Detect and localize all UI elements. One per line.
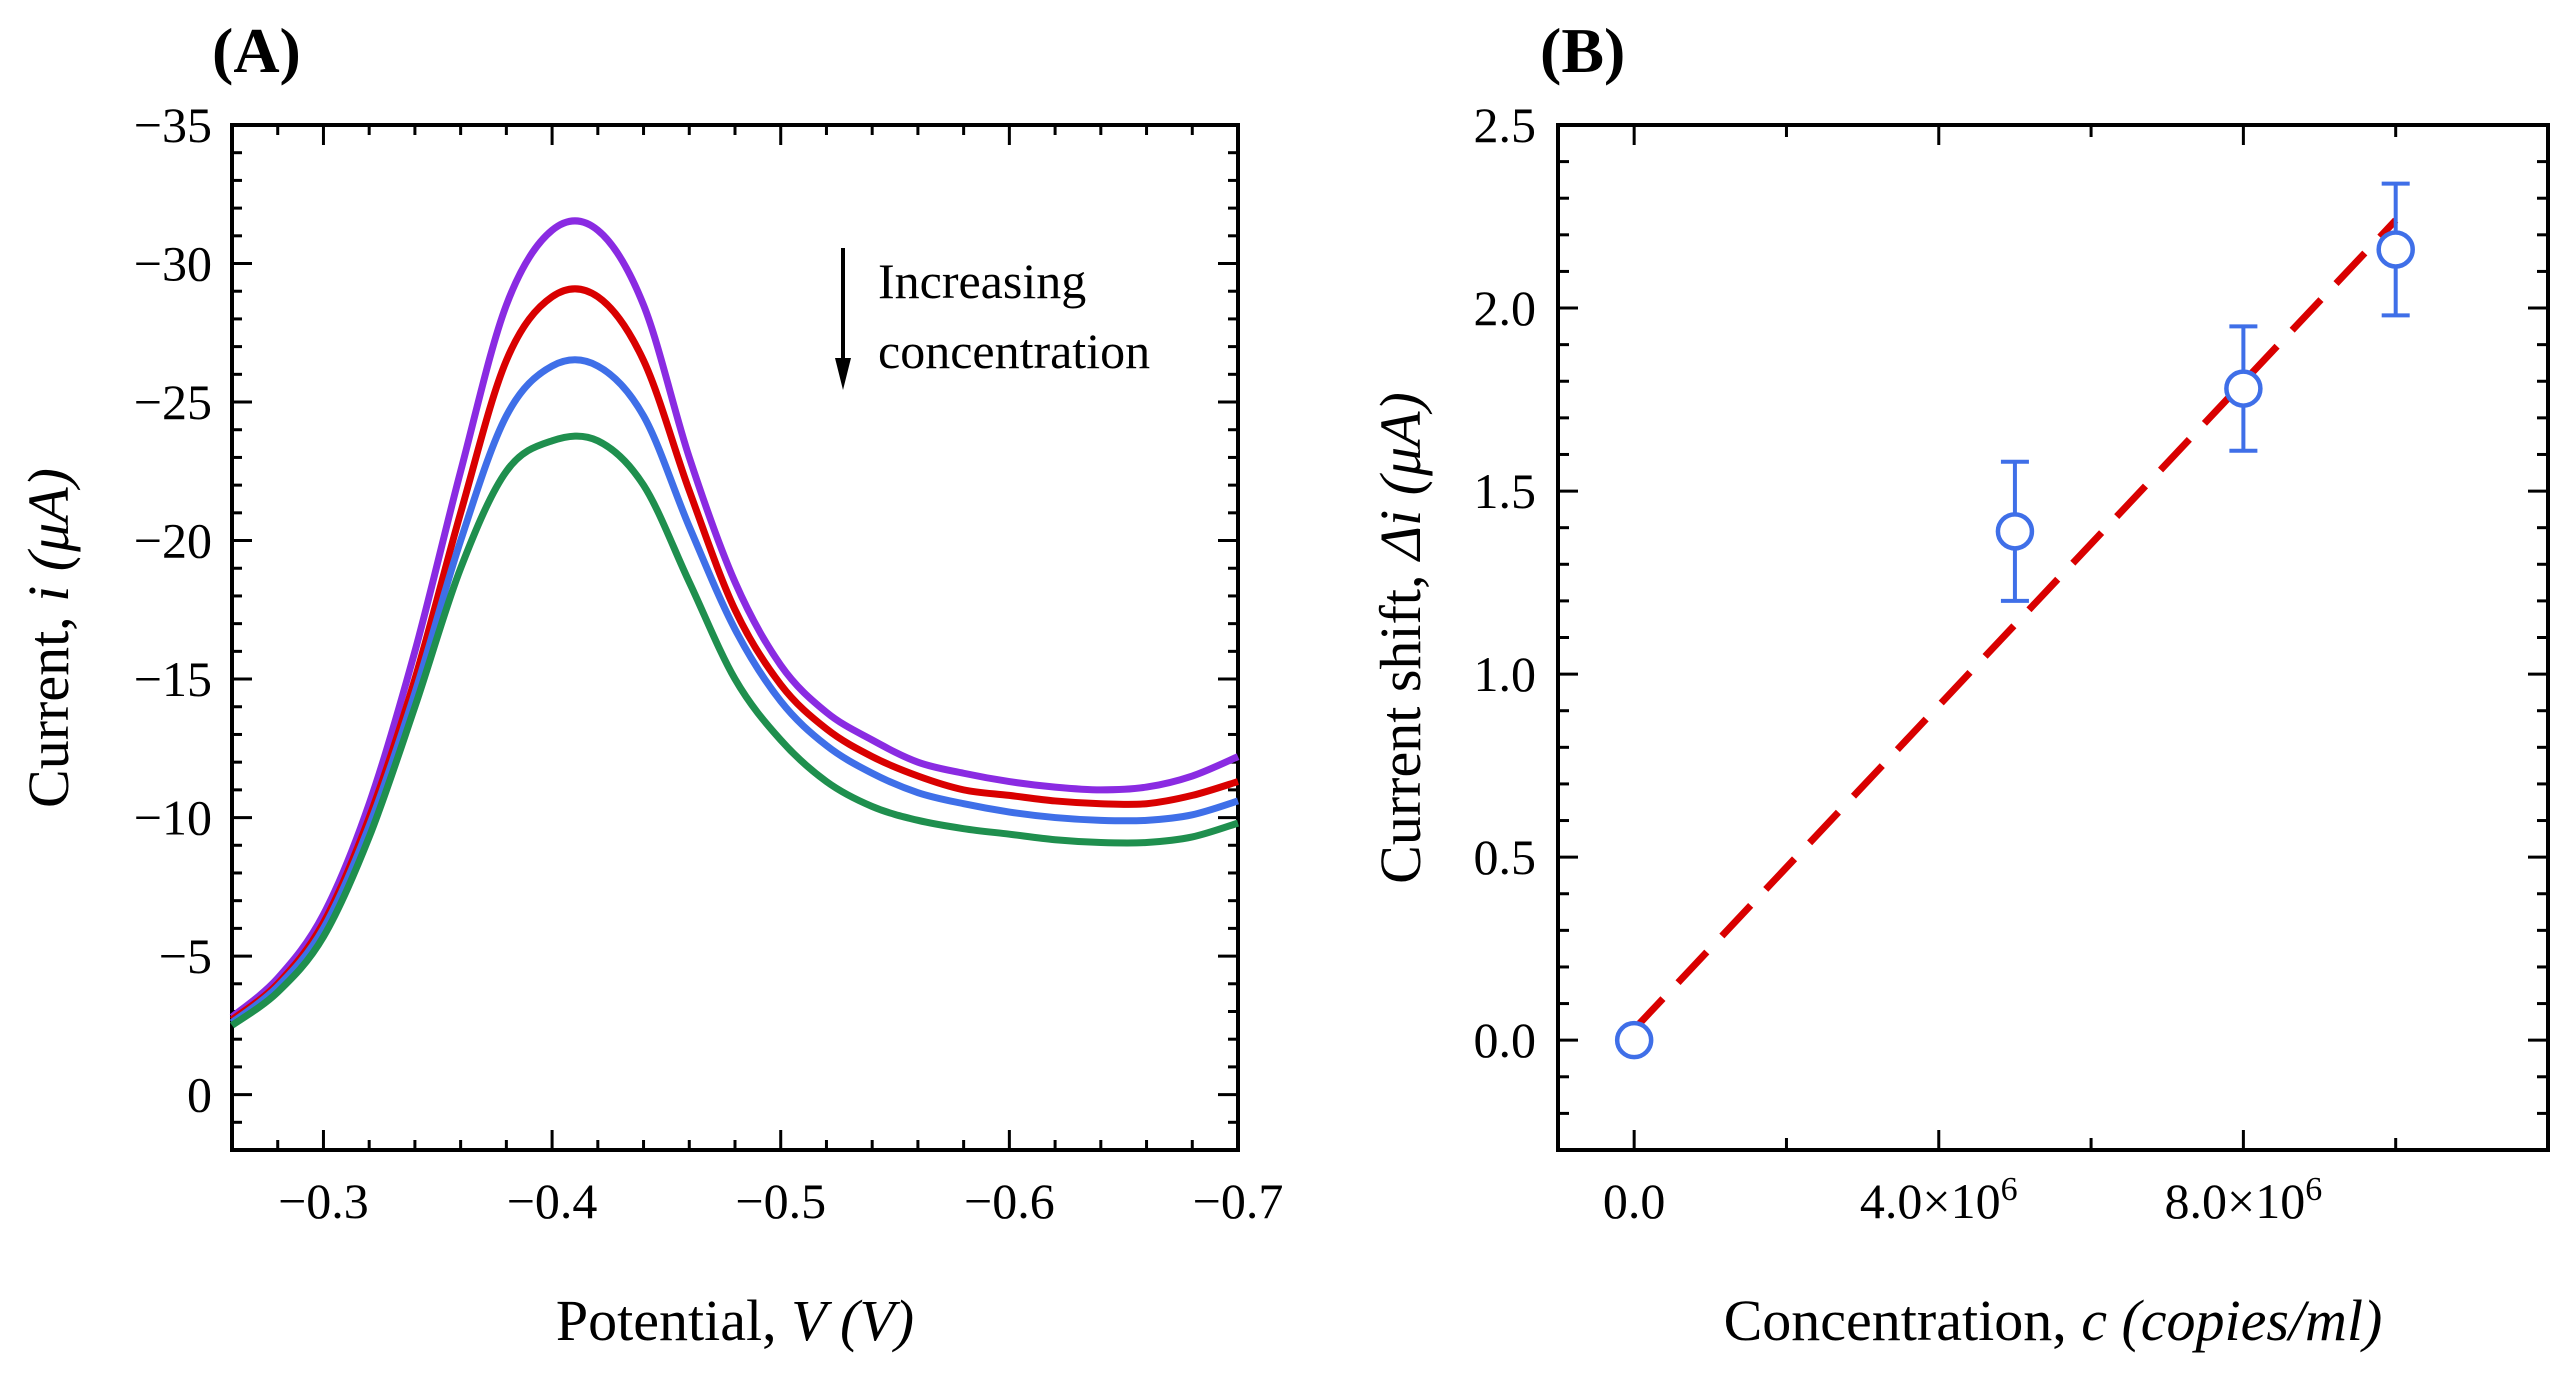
panel-b-x-tick-label: 4.0×106 xyxy=(1860,1171,2018,1230)
panel-b-data-point xyxy=(1614,1020,1654,1060)
panel-a-y-tick-label: −35 xyxy=(134,97,212,153)
panel-a-annotation: Increasing concentration xyxy=(835,248,1150,390)
panel-a-label: (A) xyxy=(212,15,301,86)
panel-b-data-point xyxy=(1995,512,2035,551)
panel-a-y-tick-label: −20 xyxy=(134,513,212,569)
panel-a-annotation-line1: Increasing xyxy=(878,253,1086,309)
panel-a-arrow-head xyxy=(835,358,851,390)
panel-a-plot-frame xyxy=(230,123,1240,1152)
panel-b-data-point xyxy=(2224,369,2263,408)
panel-b-y-tick-label: 1.0 xyxy=(1474,646,1537,702)
panel-b-y-tick-label: 0.5 xyxy=(1474,829,1537,885)
panel-b-chart: (B) 0.0 4.0×106 8.0×1060.00.51.01.52.02.5 … xyxy=(1368,15,2550,1353)
panel-a-y-tick-label: −10 xyxy=(134,790,212,846)
panel-b-y-tick-label: 0.0 xyxy=(1474,1012,1537,1068)
panel-a-y-tick-label: −30 xyxy=(134,236,212,292)
panel-b-y-tick-label: 2.5 xyxy=(1474,97,1537,153)
panel-a-x-tick-label: −0.6 xyxy=(964,1173,1055,1229)
panel-b-y-axis-title: Current shift, Δi (μA) xyxy=(1368,392,1433,884)
panel-a-series-red-line xyxy=(229,285,1240,1023)
panel-a-y-tick-label: −15 xyxy=(134,651,212,707)
panel-b-data-point xyxy=(2376,230,2415,269)
panel-a-x-tick-label: −0.3 xyxy=(278,1173,369,1229)
panel-a-x-axis-title: Potential, V (V) xyxy=(556,1288,914,1353)
panel-a-x-tick-label: −0.7 xyxy=(1193,1173,1284,1229)
panel-b-label: (B) xyxy=(1540,15,1625,86)
panel-a-y-axis-title: Current, i (μA) xyxy=(16,468,81,808)
panel-a-series-blue-line xyxy=(229,356,1240,1026)
panel-a-y-tick-label: 0 xyxy=(187,1067,212,1123)
panel-a-annotation-line2: concentration xyxy=(878,323,1150,379)
panel-b-y-tick-label: 2.0 xyxy=(1474,280,1537,336)
panel-b-y-tick-label: 1.5 xyxy=(1474,463,1537,519)
panel-b-fit-line xyxy=(1631,217,2399,1032)
panel-a-series-purple-line xyxy=(229,217,1240,1020)
panel-a-chart: (A) −0.3 −0.4 −0.5 −0.6 −0.70−5−10−15−20−25−… xyxy=(16,15,1283,1353)
panel-a-series xyxy=(229,217,1240,1029)
panel-b-x-tick-label: 0.0 xyxy=(1603,1173,1666,1229)
panel-a-x-tick-label: −0.4 xyxy=(507,1173,598,1229)
panel-a-y-tick-label: −5 xyxy=(159,928,212,984)
panel-b-ticks: 0.0 4.0×106 8.0×106 0.0 0.5 1.0 1.5 2.0 2.5 xyxy=(1474,97,2548,1230)
panel-b-x-axis-title: Concentration, c (copies/ml) xyxy=(1724,1288,2383,1353)
panel-b-series xyxy=(1614,181,2415,1060)
panel-a-ticks: −0.3 −0.4 −0.5 −0.6 −0.7 0 −5 −10 −15 −20 −25 −30 −3… xyxy=(134,97,1284,1229)
panel-a-series-green-line xyxy=(229,432,1240,1029)
panel-b-x-tick-label: 8.0×106 xyxy=(2165,1171,2323,1230)
panel-a-x-tick-label: −0.5 xyxy=(735,1173,826,1229)
panel-b-plot-frame xyxy=(1556,123,2550,1152)
panel-a-y-tick-label: −25 xyxy=(134,374,212,430)
